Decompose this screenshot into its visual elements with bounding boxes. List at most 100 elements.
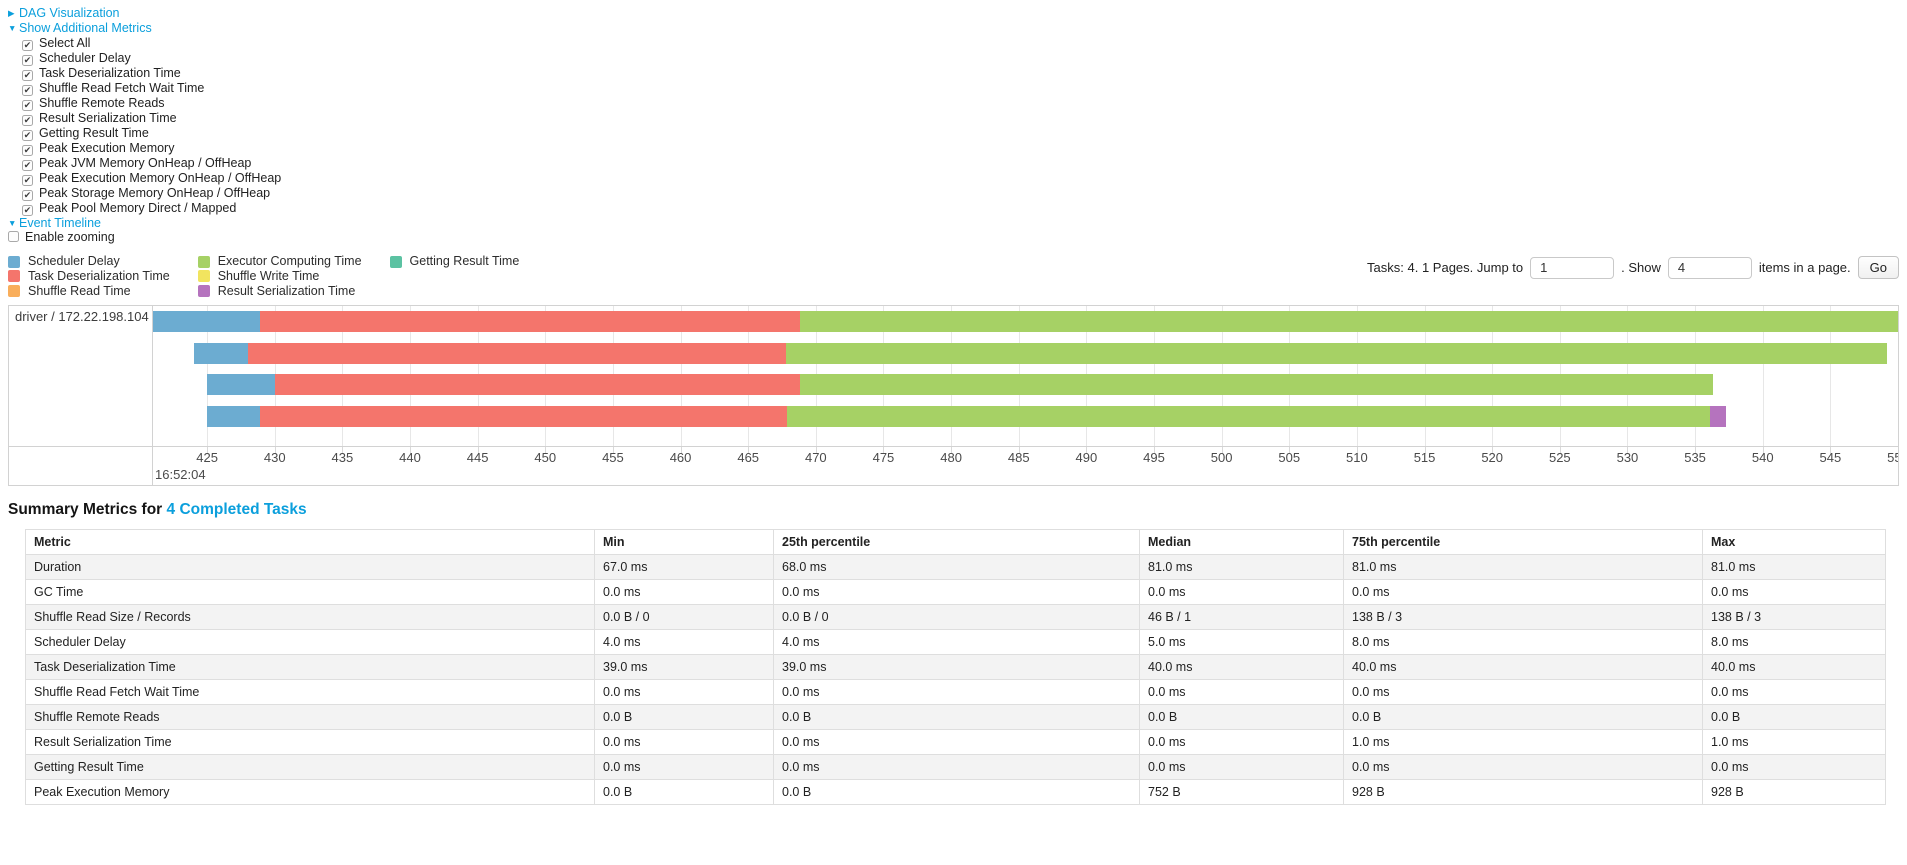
- task-bar-segment[interactable]: [207, 374, 275, 396]
- tick-label: 460: [669, 450, 692, 466]
- task-bar-segment[interactable]: [799, 374, 1713, 396]
- dag-visualization-toggle[interactable]: ▶ DAG Visualization: [8, 6, 1899, 21]
- metric-value-cell: 40.0 ms: [1702, 654, 1886, 681]
- tick-mark: [883, 447, 885, 455]
- metric-value-cell: 0.0 ms: [1702, 679, 1886, 706]
- metric-checkbox-label: Shuffle Read Fetch Wait Time: [39, 80, 205, 95]
- tick-mark: [1627, 447, 1629, 455]
- tick-label: 510: [1346, 450, 1368, 466]
- metric-value-cell: 0.0 ms: [773, 729, 1140, 756]
- dag-visualization-label: DAG Visualization: [19, 6, 120, 20]
- jump-to-page-input[interactable]: [1530, 256, 1615, 279]
- metric-checkbox-item[interactable]: ✔ Shuffle Read Fetch Wait Time: [22, 81, 1899, 96]
- checkbox-checked-icon[interactable]: ✔: [22, 69, 33, 81]
- show-label: . Show: [1621, 260, 1661, 276]
- task-bar-segment[interactable]: [153, 311, 260, 333]
- metric-value-cell: 81.0 ms: [1702, 554, 1886, 581]
- tick-mark: [1086, 447, 1088, 455]
- checkbox-checked-icon[interactable]: ✔: [22, 129, 33, 141]
- task-bar-segment[interactable]: [193, 342, 248, 364]
- go-button[interactable]: Go: [1857, 256, 1899, 280]
- metric-value-cell: 928 B: [1702, 779, 1886, 806]
- timeline-plot-area[interactable]: [153, 306, 1898, 447]
- legend-column: Executor Computing Time Shuffle Write Tim…: [197, 254, 362, 299]
- tasks-count-text: Tasks: 4. 1 Pages. Jump to: [1367, 260, 1524, 276]
- metric-value-cell: 81.0 ms: [1139, 554, 1344, 581]
- tick-label: 430: [263, 450, 286, 466]
- metric-checkbox-item[interactable]: ✔ Peak Execution Memory: [22, 141, 1899, 156]
- legend-item: Shuffle Write Time: [197, 268, 362, 284]
- checkbox-checked-icon[interactable]: ✔: [22, 144, 33, 156]
- event-timeline-label: Event Timeline: [19, 215, 101, 230]
- table-row: Shuffle Read Size / Records 0.0 B / 0 0.0 …: [25, 604, 1886, 631]
- tick-mark: [1695, 447, 1697, 455]
- items-per-page-input[interactable]: [1667, 256, 1752, 279]
- timeline-header: Scheduler Delay Task Deserialization Time…: [0, 245, 1907, 302]
- metric-value-cell: 928 B: [1343, 779, 1703, 806]
- task-bar-segment[interactable]: [259, 311, 800, 333]
- column-header: Metric: [25, 529, 595, 556]
- checkbox-checked-icon[interactable]: ✔: [22, 174, 33, 186]
- metric-checkbox-item[interactable]: ✔ Select All: [22, 36, 1899, 51]
- metric-value-cell: 0.0 ms: [1139, 729, 1344, 756]
- metric-value-cell: 0.0 ms: [773, 679, 1140, 706]
- metric-value-cell: 0.0 B: [773, 779, 1140, 806]
- metric-value-cell: 1.0 ms: [1343, 729, 1703, 756]
- summary-metrics-title: Summary Metrics for 4 Completed Tasks: [0, 501, 1907, 519]
- legend-label: Getting Result Time: [409, 254, 520, 269]
- metric-checkbox-item[interactable]: ✔ Peak Storage Memory OnHeap / OffHeap: [22, 186, 1899, 201]
- gridline: [1830, 306, 1832, 447]
- tick-mark: [1221, 447, 1223, 455]
- tick-mark: [477, 447, 479, 455]
- tick-mark: [274, 447, 276, 455]
- checkbox-checked-icon[interactable]: ✔: [22, 39, 33, 51]
- task-bar-segment[interactable]: [274, 374, 800, 396]
- tick-label: 425: [196, 450, 218, 466]
- legend-label: Shuffle Write Time: [217, 268, 320, 283]
- task-bar-segment[interactable]: [259, 405, 788, 427]
- task-bar-segment[interactable]: [1709, 405, 1727, 427]
- metric-checkbox-item[interactable]: ✔ Result Serialization Time: [22, 111, 1899, 126]
- checkbox-checked-icon[interactable]: ✔: [22, 189, 33, 201]
- metric-checkbox-item[interactable]: ✔ Peak JVM Memory OnHeap / OffHeap: [22, 156, 1899, 171]
- metric-checkbox-item[interactable]: ✔ Task Deserialization Time: [22, 66, 1899, 81]
- metric-checkbox-item[interactable]: ✔ Scheduler Delay: [22, 51, 1899, 66]
- task-bar-segment[interactable]: [799, 311, 1898, 333]
- tick-label: 530: [1616, 450, 1639, 466]
- task-bar-segment[interactable]: [247, 342, 787, 364]
- legend-item: Task Deserialization Time: [8, 269, 170, 284]
- metric-value-cell: 0.0 B: [1343, 704, 1703, 731]
- executor-group-label: driver / 172.22.198.104: [9, 306, 153, 447]
- legend-label: Shuffle Read Time: [28, 283, 131, 298]
- metric-checkbox-label: Scheduler Delay: [39, 50, 131, 65]
- metric-value-cell: 4.0 ms: [773, 629, 1140, 656]
- legend-item: Result Serialization Time: [197, 284, 362, 299]
- enable-zooming-checkbox[interactable]: [8, 231, 19, 243]
- checkbox-checked-icon[interactable]: ✔: [22, 114, 33, 126]
- timeline-axis: 425 430 435 440 445 450 455 460 465 470 475 480 485 4…: [9, 446, 1898, 486]
- task-pagination: Tasks: 4. 1 Pages. Jump to . Show items …: [1367, 256, 1899, 280]
- completed-tasks-link[interactable]: 4 Completed Tasks: [166, 501, 307, 519]
- checkbox-checked-icon[interactable]: ✔: [22, 159, 33, 171]
- enable-zooming-row[interactable]: Enable zooming: [8, 230, 1899, 245]
- legend-swatch: [8, 255, 20, 268]
- tick-label: 490: [1075, 450, 1098, 466]
- show-additional-metrics-toggle[interactable]: ▼ Show Additional Metrics: [8, 21, 1899, 36]
- checkbox-checked-icon[interactable]: ✔: [22, 84, 33, 96]
- event-timeline-toggle[interactable]: ▼ Event Timeline: [8, 216, 1899, 231]
- legend-column: Getting Result Time: [389, 254, 520, 298]
- table-row: Scheduler Delay 4.0 ms 4.0 ms 5.0 ms 8.0 ms 8…: [25, 629, 1886, 656]
- metric-checkbox-item[interactable]: ✔ Shuffle Remote Reads: [22, 96, 1899, 111]
- task-bar-segment[interactable]: [786, 342, 1888, 364]
- metric-value-cell: 81.0 ms: [1343, 554, 1703, 581]
- metric-checkbox-item[interactable]: ✔ Peak Execution Memory OnHeap / OffHeap: [22, 171, 1899, 186]
- metric-checkbox-item[interactable]: ✔ Getting Result Time: [22, 126, 1899, 141]
- task-bar-segment[interactable]: [787, 405, 1710, 427]
- legend-swatch: [8, 284, 20, 297]
- task-bar-segment[interactable]: [207, 405, 260, 427]
- metric-checkbox-item[interactable]: ✔ Peak Pool Memory Direct / Mapped: [22, 201, 1899, 216]
- legend-label: Executor Computing Time: [217, 254, 362, 269]
- checkbox-checked-icon[interactable]: ✔: [22, 54, 33, 66]
- checkbox-checked-icon[interactable]: ✔: [22, 204, 33, 216]
- checkbox-checked-icon[interactable]: ✔: [22, 99, 33, 111]
